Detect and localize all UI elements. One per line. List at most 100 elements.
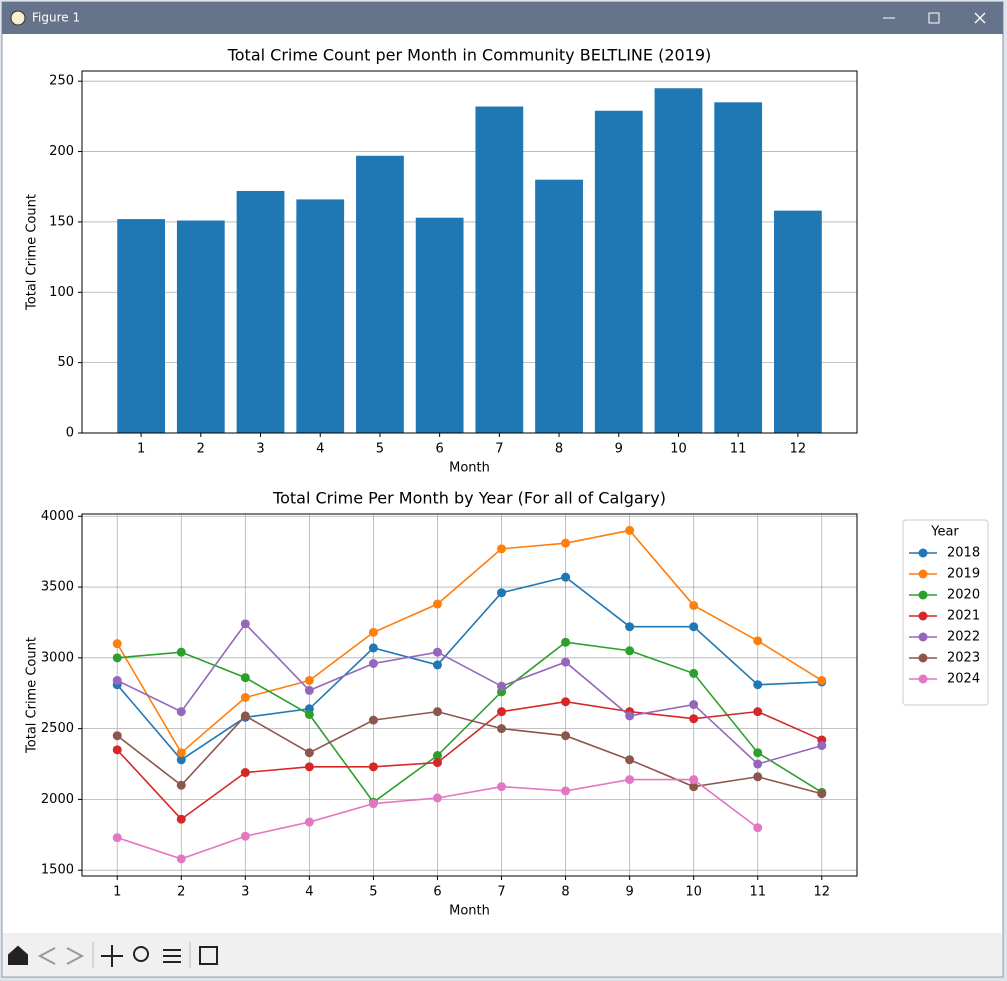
x-tick-label: 11 [730, 442, 747, 457]
data-point [689, 714, 699, 724]
bar [654, 88, 703, 433]
chart-title: Total Crime Per Month by Year (For all o… [272, 489, 666, 508]
data-point [689, 622, 699, 632]
window-title: Figure 1 [32, 11, 80, 25]
legend-marker [918, 569, 928, 579]
data-point [689, 782, 699, 792]
bar [535, 179, 583, 433]
legend-label: 2018 [947, 546, 980, 561]
data-point [432, 758, 442, 768]
x-tick-label: 5 [369, 885, 377, 900]
bar [236, 190, 285, 433]
pan-button[interactable] [101, 945, 123, 967]
data-point [561, 697, 571, 707]
x-tick-label: 2 [177, 885, 185, 900]
data-point [368, 715, 378, 725]
data-point [368, 762, 378, 772]
y-tick-label: 0 [66, 426, 74, 441]
y-axis-label: Total Crime Count [25, 194, 40, 311]
data-point [497, 544, 507, 554]
data-point [625, 755, 635, 765]
data-point [497, 681, 507, 691]
axes-frame [81, 513, 858, 877]
x-tick-label: 4 [316, 442, 324, 457]
legend-label: 2021 [947, 609, 980, 624]
data-point [753, 680, 763, 690]
data-point [753, 748, 763, 758]
data-point [561, 731, 571, 741]
data-point [368, 643, 378, 653]
toolbar [3, 933, 1002, 976]
save-button[interactable] [199, 946, 218, 965]
legend-marker [918, 590, 928, 600]
data-point [176, 854, 186, 864]
home-button[interactable] [8, 945, 28, 965]
data-point [176, 814, 186, 824]
configure-button[interactable] [163, 949, 181, 963]
back-button[interactable] [37, 947, 56, 965]
y-tick-label: 4000 [41, 509, 74, 524]
data-point [304, 685, 314, 695]
data-point [689, 775, 699, 785]
legend-label: 2022 [947, 630, 980, 645]
data-point [561, 572, 571, 582]
data-point [625, 646, 635, 656]
plot-area [82, 514, 857, 876]
series-line [116, 700, 823, 821]
axes-frame [81, 70, 858, 434]
data-point [432, 707, 442, 717]
data-point [240, 619, 250, 629]
chart-title: Total Crime Count per Month in Community… [227, 46, 712, 65]
data-point [176, 755, 186, 765]
x-tick-label: 5 [376, 442, 384, 457]
data-point [432, 660, 442, 670]
legend-label: 2019 [947, 567, 980, 582]
data-point [561, 538, 571, 548]
close-button[interactable] [974, 12, 986, 24]
bar [714, 102, 763, 434]
maximize-button[interactable] [928, 12, 940, 24]
data-point [689, 668, 699, 678]
legend-marker [918, 611, 928, 621]
x-axis-label: Month [449, 904, 490, 919]
x-tick-label: 3 [241, 885, 249, 900]
y-tick-label: 150 [49, 214, 74, 229]
data-point [368, 799, 378, 809]
data-point [304, 817, 314, 827]
x-tick-label: 11 [749, 885, 766, 900]
data-point [497, 707, 507, 717]
data-point [625, 775, 635, 785]
x-tick-label: 9 [615, 442, 623, 457]
zoom-button[interactable] [133, 946, 149, 962]
data-point [240, 673, 250, 683]
data-point [176, 780, 186, 790]
y-tick-label: 3500 [41, 580, 74, 595]
x-tick-label: 7 [495, 442, 503, 457]
data-point [753, 707, 763, 717]
x-tick-label: 9 [625, 885, 633, 900]
data-point [240, 692, 250, 702]
data-point [304, 675, 314, 685]
legend-marker [918, 632, 928, 642]
data-point [753, 636, 763, 646]
forward-button[interactable] [66, 947, 85, 965]
bar [475, 106, 524, 433]
data-point [112, 639, 122, 649]
x-tick-label: 12 [813, 885, 830, 900]
data-point [112, 745, 122, 755]
series-line [116, 576, 822, 761]
x-axis-label: Month [449, 461, 490, 476]
y-tick-label: 250 [49, 74, 74, 89]
x-tick-label: 12 [790, 442, 807, 457]
y-tick-label: 1500 [41, 863, 74, 878]
data-point [625, 622, 635, 632]
bar [774, 210, 822, 433]
data-point [497, 588, 507, 598]
data-point [432, 793, 442, 803]
series-line [116, 529, 823, 754]
data-point [817, 789, 827, 799]
x-tick-label: 1 [113, 885, 121, 900]
data-point [432, 751, 442, 761]
bar [176, 220, 225, 433]
